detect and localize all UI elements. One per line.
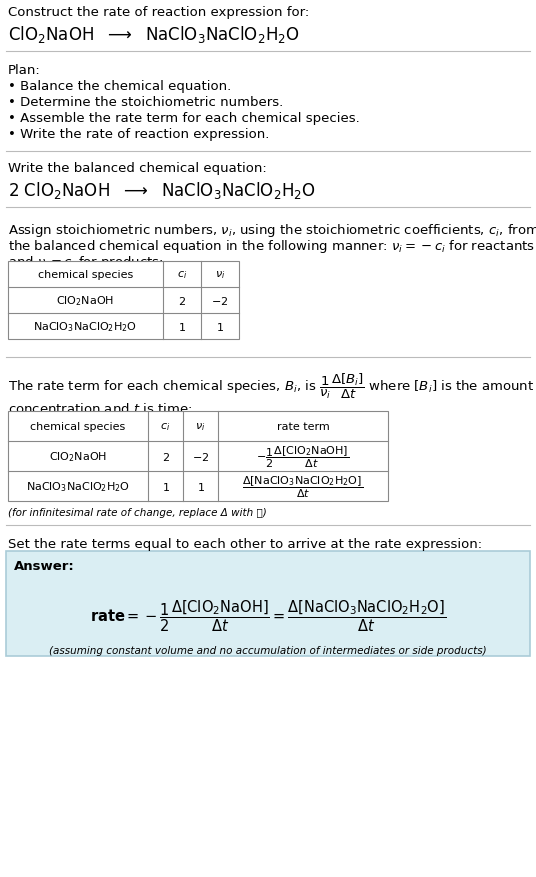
- Text: $1$: $1$: [197, 481, 205, 493]
- Text: $\mathrm{ClO_2NaOH}$: $\mathrm{ClO_2NaOH}$: [56, 294, 115, 308]
- Text: $\mathrm{ClO_2NaOH}$  $\longrightarrow$  $\mathrm{NaClO_3NaClO_2H_2O}$: $\mathrm{ClO_2NaOH}$ $\longrightarrow$ $…: [8, 24, 300, 45]
- Text: The rate term for each chemical species, $B_i$, is $\dfrac{1}{\nu_i}\dfrac{\Delt: The rate term for each chemical species,…: [8, 372, 534, 401]
- Text: $1$: $1$: [161, 481, 169, 493]
- Text: $\mathbf{rate} = -\dfrac{1}{2}\dfrac{\Delta[\mathrm{ClO_2NaOH}]}{\Delta t} = \df: $\mathbf{rate} = -\dfrac{1}{2}\dfrac{\De…: [90, 597, 446, 633]
- Text: $\nu_i$: $\nu_i$: [195, 421, 206, 432]
- Text: the balanced chemical equation in the following manner: $\nu_i = -c_i$ for react: the balanced chemical equation in the fo…: [8, 238, 535, 254]
- Text: $\mathrm{ClO_2NaOH}$: $\mathrm{ClO_2NaOH}$: [49, 450, 107, 463]
- Text: $\dfrac{\Delta[\mathrm{NaClO_3NaClO_2H_2O}]}{\Delta t}$: $\dfrac{\Delta[\mathrm{NaClO_3NaClO_2H_2…: [242, 474, 363, 499]
- Bar: [8, 411, 388, 502]
- Text: $-2$: $-2$: [211, 295, 229, 307]
- Text: Construct the rate of reaction expression for:: Construct the rate of reaction expressio…: [8, 6, 309, 19]
- Bar: [8, 261, 239, 339]
- Text: Assign stoichiometric numbers, $\nu_i$, using the stoichiometric coefficients, $: Assign stoichiometric numbers, $\nu_i$, …: [8, 222, 536, 239]
- Text: $\nu_i$: $\nu_i$: [215, 268, 225, 281]
- Text: (for infinitesimal rate of change, replace Δ with 𝑑): (for infinitesimal rate of change, repla…: [8, 508, 267, 517]
- Text: $\mathrm{NaClO_3NaClO_2H_2O}$: $\mathrm{NaClO_3NaClO_2H_2O}$: [33, 320, 138, 333]
- Text: $\mathrm{NaClO_3NaClO_2H_2O}$: $\mathrm{NaClO_3NaClO_2H_2O}$: [26, 480, 130, 494]
- Text: $2$: $2$: [161, 451, 169, 462]
- Text: chemical species: chemical species: [31, 422, 125, 431]
- Text: rate term: rate term: [277, 422, 330, 431]
- Text: • Determine the stoichiometric numbers.: • Determine the stoichiometric numbers.: [8, 96, 283, 109]
- Text: chemical species: chemical species: [38, 270, 133, 280]
- Text: Plan:: Plan:: [8, 64, 41, 77]
- Text: • Write the rate of reaction expression.: • Write the rate of reaction expression.: [8, 128, 270, 141]
- Text: • Balance the chemical equation.: • Balance the chemical equation.: [8, 80, 231, 93]
- Text: Set the rate terms equal to each other to arrive at the rate expression:: Set the rate terms equal to each other t…: [8, 538, 482, 551]
- Text: $1$: $1$: [216, 321, 224, 332]
- FancyBboxPatch shape: [6, 552, 530, 656]
- Text: • Assemble the rate term for each chemical species.: • Assemble the rate term for each chemic…: [8, 112, 360, 125]
- Text: Write the balanced chemical equation:: Write the balanced chemical equation:: [8, 162, 267, 175]
- Text: and $\nu_i = c_i$ for products:: and $\nu_i = c_i$ for products:: [8, 253, 163, 271]
- Text: $c_i$: $c_i$: [160, 421, 170, 432]
- Text: $1$: $1$: [178, 321, 186, 332]
- Text: $\mathrm{2\ ClO_2NaOH}$  $\longrightarrow$  $\mathrm{NaClO_3NaClO_2H_2O}$: $\mathrm{2\ ClO_2NaOH}$ $\longrightarrow…: [8, 180, 316, 201]
- Text: concentration and $t$ is time:: concentration and $t$ is time:: [8, 402, 192, 416]
- Text: $-\dfrac{1}{2}\dfrac{\Delta[\mathrm{ClO_2NaOH}]}{\Delta t}$: $-\dfrac{1}{2}\dfrac{\Delta[\mathrm{ClO_…: [256, 444, 349, 469]
- Text: $c_i$: $c_i$: [177, 268, 187, 281]
- Text: (assuming constant volume and no accumulation of intermediates or side products): (assuming constant volume and no accumul…: [49, 645, 487, 655]
- Text: $2$: $2$: [178, 295, 186, 307]
- Text: Answer:: Answer:: [14, 560, 75, 573]
- Text: $-2$: $-2$: [192, 451, 209, 462]
